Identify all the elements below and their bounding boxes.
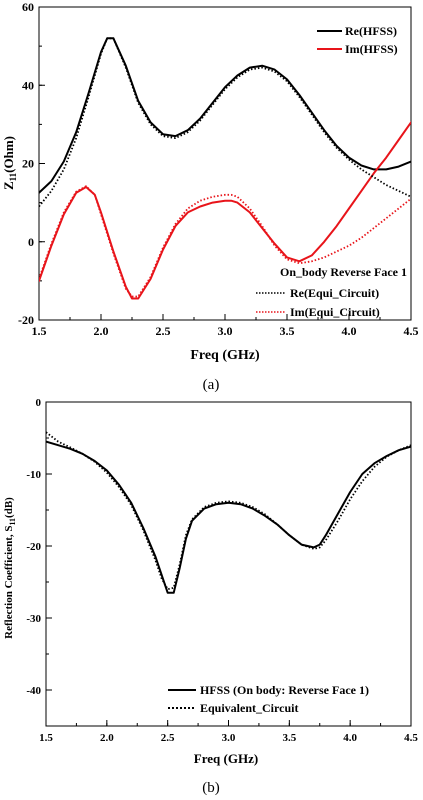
x-tick-label: 4.5 xyxy=(404,732,418,744)
legend-label-hfss-on-body: HFSS (On body: Reverse Face 1) xyxy=(200,683,369,697)
y-tick-label: 40 xyxy=(22,78,34,92)
legend-title-on-body: On_body Reverse Face 1 xyxy=(280,265,407,279)
panel-a-ylabel: Z11(Ohm) xyxy=(1,136,18,190)
x-tick-label: 2.5 xyxy=(156,324,171,338)
y-tick-label: -30 xyxy=(26,613,41,625)
panel-a-series xyxy=(39,37,411,300)
x-tick-label: 3.0 xyxy=(218,324,233,338)
x-tick-label: 2.0 xyxy=(100,732,114,744)
panel-a-ylabel-unit: (Ohm) xyxy=(1,136,16,173)
y-tick-label: -20 xyxy=(26,541,41,553)
legend-label-re-equi: Re(Equi_Circuit) xyxy=(290,286,379,300)
series-line-im-hfss xyxy=(39,121,411,300)
panel-a-impedance-chart: 1.5 2.0 2.5 3.0 3.5 4.0 4.5 -20 0 20 40 60 Freq (GH… xyxy=(1,0,419,393)
x-tick-label: 2.5 xyxy=(161,732,175,744)
panel-a-xlabel: Freq (GHz) xyxy=(190,348,260,363)
y-tick-label: -20 xyxy=(18,313,34,327)
y-tick-label: -40 xyxy=(26,685,41,697)
panel-b-caption: (b) xyxy=(202,780,220,796)
legend-label-im-equi: Im(Equi_Circuit) xyxy=(290,305,380,319)
x-tick-label: 4.0 xyxy=(342,324,357,338)
y-tick-label: 60 xyxy=(22,0,34,14)
x-tick-label: 1.5 xyxy=(39,732,53,744)
y-tick-label: 20 xyxy=(22,157,34,171)
y-tick-label: 0 xyxy=(28,235,34,249)
panel-a-legend-top: Re(HFSS) Im(HFSS) xyxy=(317,24,398,56)
legend-label-equivalent-circuit: Equivalent_Circuit xyxy=(200,701,298,715)
panel-a-caption: (a) xyxy=(203,377,220,393)
panel-a-ylabel-subscript: 11 xyxy=(8,172,18,181)
x-tick-label: 3.0 xyxy=(222,732,236,744)
x-tick-label: 4.5 xyxy=(404,324,419,338)
panel-b-series xyxy=(46,431,411,594)
x-tick-label: 4.0 xyxy=(343,732,357,744)
series-line-re-hfss xyxy=(39,37,411,194)
x-tick-label: 1.5 xyxy=(32,324,47,338)
y-tick-label: 0 xyxy=(36,397,42,409)
y-tick-label: -10 xyxy=(26,469,41,481)
panel-b-ylabel-unit: (dB) xyxy=(3,497,15,518)
legend-label-im-hfss: Im(HFSS) xyxy=(345,42,398,56)
panel-a-ticks: 1.5 2.0 2.5 3.0 3.5 4.0 4.5 -20 0 20 40 60 xyxy=(18,0,419,338)
panel-b-ticks: 1.5 2.0 2.5 3.0 3.5 4.0 4.5 -40 -30 -20 -10 0 xyxy=(26,397,418,744)
x-tick-label: 2.0 xyxy=(94,324,109,338)
panel-a-legend-bottom: On_body Reverse Face 1 Re(Equi_Circuit) … xyxy=(256,265,407,319)
panel-b-xlabel: Freq (GHz) xyxy=(194,751,258,766)
panel-b-legend: HFSS (On body: Reverse Face 1) Equivalen… xyxy=(168,683,369,715)
panel-b-ylabel-subscript: 11 xyxy=(8,518,17,526)
legend-label-re-hfss: Re(HFSS) xyxy=(345,24,397,38)
series-line-hfss-on-body-reverse-face-1 xyxy=(46,440,411,594)
x-tick-label: 3.5 xyxy=(280,324,295,338)
series-line-re-equi-circuit xyxy=(39,37,411,208)
panel-b-reflection-chart: 1.5 2.0 2.5 3.0 3.5 4.0 4.5 -40 -30 -20 -10 0 Freq … xyxy=(3,397,418,796)
x-tick-label: 3.5 xyxy=(282,732,296,744)
panel-b-ylabel: Reflection Coefficient, S11(dB) xyxy=(3,497,17,639)
